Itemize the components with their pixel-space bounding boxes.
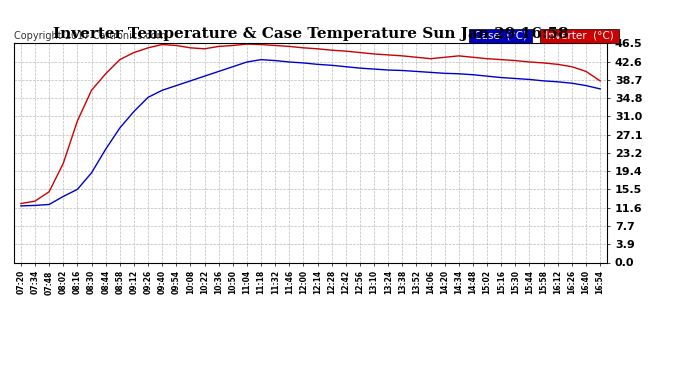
Text: Inverter  (°C): Inverter (°C): [542, 31, 617, 41]
Text: Copyright 2017 Cartronics.com: Copyright 2017 Cartronics.com: [14, 31, 166, 41]
Text: Case  (°C): Case (°C): [471, 31, 530, 41]
Title: Inverter Temperature & Case Temperature Sun Jan 29 16:58: Inverter Temperature & Case Temperature …: [52, 27, 569, 40]
